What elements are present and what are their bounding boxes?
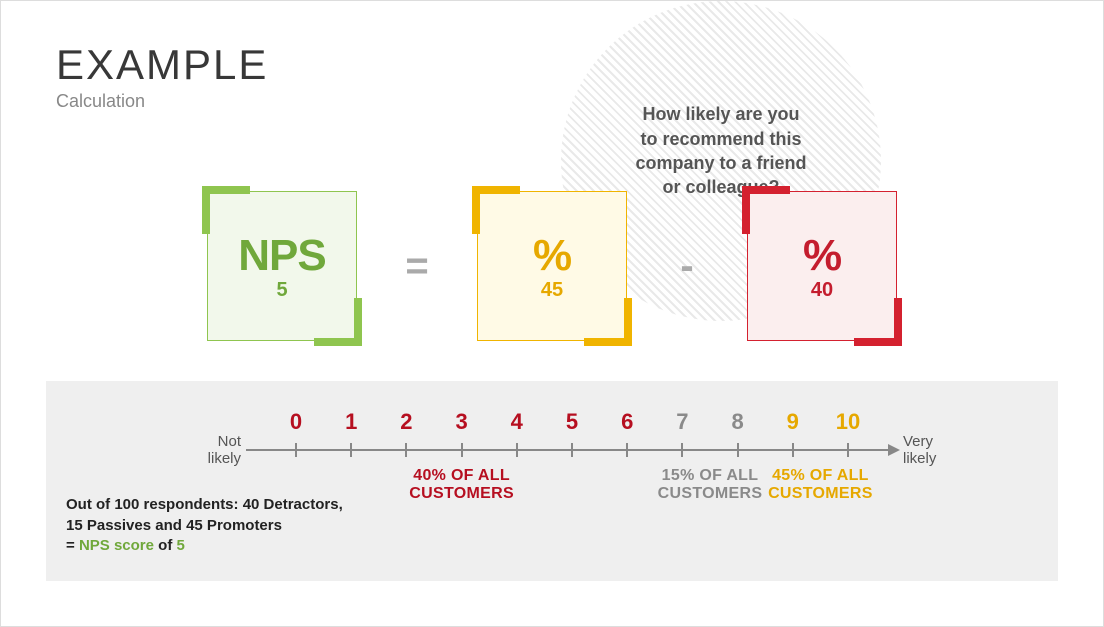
segment-label-detractors: 40% OF ALLCUSTOMERS	[409, 467, 514, 502]
formula-row: NPS 5 = % 45 - % 40	[1, 191, 1103, 341]
bubble-line: to recommend this	[640, 129, 801, 149]
summary-eq: =	[66, 537, 79, 554]
corner-icon	[202, 186, 250, 234]
detractors-box: % 40	[747, 191, 897, 341]
scale-number: 10	[836, 409, 860, 435]
corner-icon	[472, 186, 520, 234]
tick	[847, 443, 849, 457]
equals-operator: =	[397, 244, 437, 289]
tick	[792, 443, 794, 457]
scale-label-right: Very likely	[903, 434, 963, 467]
tick	[350, 443, 352, 457]
tick	[681, 443, 683, 457]
bubble-line: How likely are you	[642, 104, 799, 124]
tick	[516, 443, 518, 457]
bubble-line: company to a friend	[635, 153, 806, 173]
scale-number: 3	[455, 409, 467, 435]
segment-label-promoters: 45% OF ALLCUSTOMERS	[768, 467, 873, 502]
summary-line: Out of 100 respondents: 40 Detractors,	[66, 496, 343, 513]
minus-operator: -	[667, 244, 707, 289]
tick	[737, 443, 739, 457]
promoters-box: % 45	[477, 191, 627, 341]
scale-label-left: Not likely	[181, 434, 241, 467]
header: EXAMPLE Calculation	[56, 41, 268, 112]
scale-number: 5	[566, 409, 578, 435]
summary-text: Out of 100 respondents: 40 Detractors, 1…	[66, 495, 343, 556]
scale-number: 9	[787, 409, 799, 435]
tick	[626, 443, 628, 457]
tick	[295, 443, 297, 457]
scale-number: 6	[621, 409, 633, 435]
corner-icon	[314, 298, 362, 346]
tick	[571, 443, 573, 457]
scale-number: 8	[731, 409, 743, 435]
corner-icon	[854, 298, 902, 346]
scale-panel: Not likely Very likely 0 1 2 3 4 5 6 7 8 9 10 40% O…	[46, 381, 1058, 581]
nps-box: NPS 5	[207, 191, 357, 341]
page-subtitle: Calculation	[56, 91, 268, 112]
tick	[461, 443, 463, 457]
segment-label-passives: 15% OF ALLCUSTOMERS	[658, 467, 763, 502]
tick	[405, 443, 407, 457]
corner-icon	[584, 298, 632, 346]
summary-nps-value: 5	[176, 537, 184, 554]
page-title: EXAMPLE	[56, 41, 268, 89]
corner-icon	[742, 186, 790, 234]
summary-of: of	[154, 537, 177, 554]
scale-number: 1	[345, 409, 357, 435]
scale-number: 0	[290, 409, 302, 435]
summary-nps-label: NPS score	[79, 537, 154, 554]
summary-line: 15 Passives and 45 Promoters	[66, 517, 282, 534]
scale-number: 4	[511, 409, 523, 435]
scale-number: 7	[676, 409, 688, 435]
scale-number: 2	[400, 409, 412, 435]
